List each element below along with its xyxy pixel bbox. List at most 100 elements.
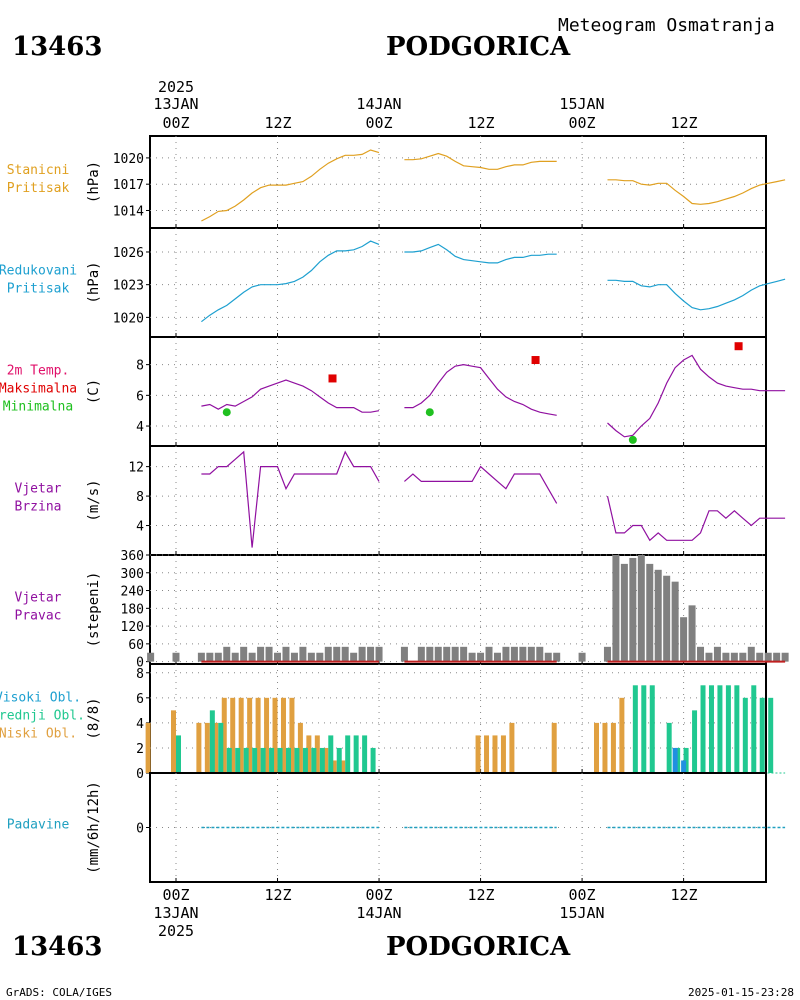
cloud-bar [230,697,236,773]
y-tick-label: 4 [136,420,144,435]
cloud-bar [475,735,481,773]
cloud-bar [306,735,312,773]
series-line [404,465,558,504]
cloud-bar [692,710,698,773]
direction-bar [620,563,628,662]
max-temp-marker [328,374,337,383]
cloud-bar [238,697,244,773]
series-line [404,363,557,416]
cloud-bar [345,735,351,773]
cloud-bar [336,747,342,773]
panel-label: 2m Temp. [7,364,70,379]
direction-bar [265,646,273,662]
series-line [607,179,786,205]
y-tick-label: 1020 [113,311,144,326]
y-tick-label: 180 [121,602,144,617]
cloud-bar [649,685,655,773]
top-axis-label: 12Z [264,114,291,132]
y-axis-label: (8/8) [86,697,102,739]
direction-bar [400,646,408,662]
bottom-axis-label: 00Z [568,886,595,904]
direction-bar [367,646,375,662]
cloud-bar [681,760,687,773]
direction-bar [578,652,586,662]
cloud-bar [277,747,283,773]
panel-label: Minimalna [3,400,73,415]
cloud-bar [768,697,774,773]
cloud-bar [204,722,210,773]
cloud-bar [700,685,706,773]
direction-bar [324,646,332,662]
direction-bar [316,652,324,662]
panel-label: Pritisak [7,181,70,196]
y-tick-label: 0 [136,656,144,671]
panel-wind-direction: 0 60 120 180 240 300 360 (stepeni) Vjetar Pravac [15,549,789,671]
cloud-bar [294,747,300,773]
top-axis-label: 00Z [162,114,189,132]
direction-bar [451,646,459,662]
cloud-bar [641,685,647,773]
cloud-bar [243,747,249,773]
cloud-bar [708,685,714,773]
series-line [201,379,380,413]
series-line [201,240,380,323]
cloud-bar [509,722,515,773]
direction-bar [713,646,721,662]
bottom-axis-label: 12Z [670,886,697,904]
cloud-bar [331,760,337,773]
cloud-bar [619,697,625,773]
series-line [404,152,557,170]
cloud-bar [311,747,317,773]
cloud-bar [340,760,346,773]
cloud-bar [269,747,275,773]
bottom-axis-label: 12Z [467,886,494,904]
meteogram-panels: 101410171020(hPa)StanicniPritisak1020102… [0,135,789,883]
y-axis-label: (stepeni) [86,572,102,648]
y-tick-label: 6 [136,692,144,707]
y-tick-label: 12 [128,461,144,476]
series-line [201,450,380,548]
y-tick-label: 60 [128,638,144,653]
cloud-bar [252,747,258,773]
bottom-axis-label: 15JAN [559,904,604,922]
direction-bar [350,652,358,662]
panel-station-pressure: 1014 1017 1020 (hPa) Stanicni Pritisak [7,135,786,229]
cloud-bar [602,722,608,773]
direction-bar [290,652,298,662]
direction-bar [417,646,425,662]
min-temp-marker [425,408,434,417]
panel-label: Srednji Obl. [0,709,85,724]
direction-bar [231,652,239,662]
cloud-bar [742,697,748,773]
direction-bar [705,652,713,662]
cloud-bar [264,697,270,773]
panel-label: Brzina [15,500,62,515]
cloud-bar [213,722,219,773]
y-tick-label: 8 [136,490,144,505]
direction-bar [629,557,637,662]
direction-bar [510,646,518,662]
y-tick-label: 0 [136,767,144,782]
y-tick-label: 300 [121,567,144,582]
direction-bar [747,646,755,662]
cloud-bar [280,697,286,773]
cloud-bar [302,747,308,773]
y-tick-label: 1014 [113,204,144,219]
cloud-bar [297,722,303,773]
y-tick-label: 4 [136,717,144,732]
max-temp-marker [734,342,743,351]
y-axis-label: (hPa) [86,261,102,303]
direction-bar [536,646,544,662]
panel-label: Padavine [7,818,70,833]
direction-bar [502,646,510,662]
cloud-bar [272,697,278,773]
direction-bar [697,646,705,662]
cloud-bar [221,697,227,773]
direction-bar [544,652,552,662]
direction-bar [553,652,561,662]
cloud-bar [209,710,215,773]
series-line [201,149,380,222]
station-name-bottom: PODGORICA [386,932,571,962]
direction-bar [773,652,781,662]
series-line [606,495,786,542]
